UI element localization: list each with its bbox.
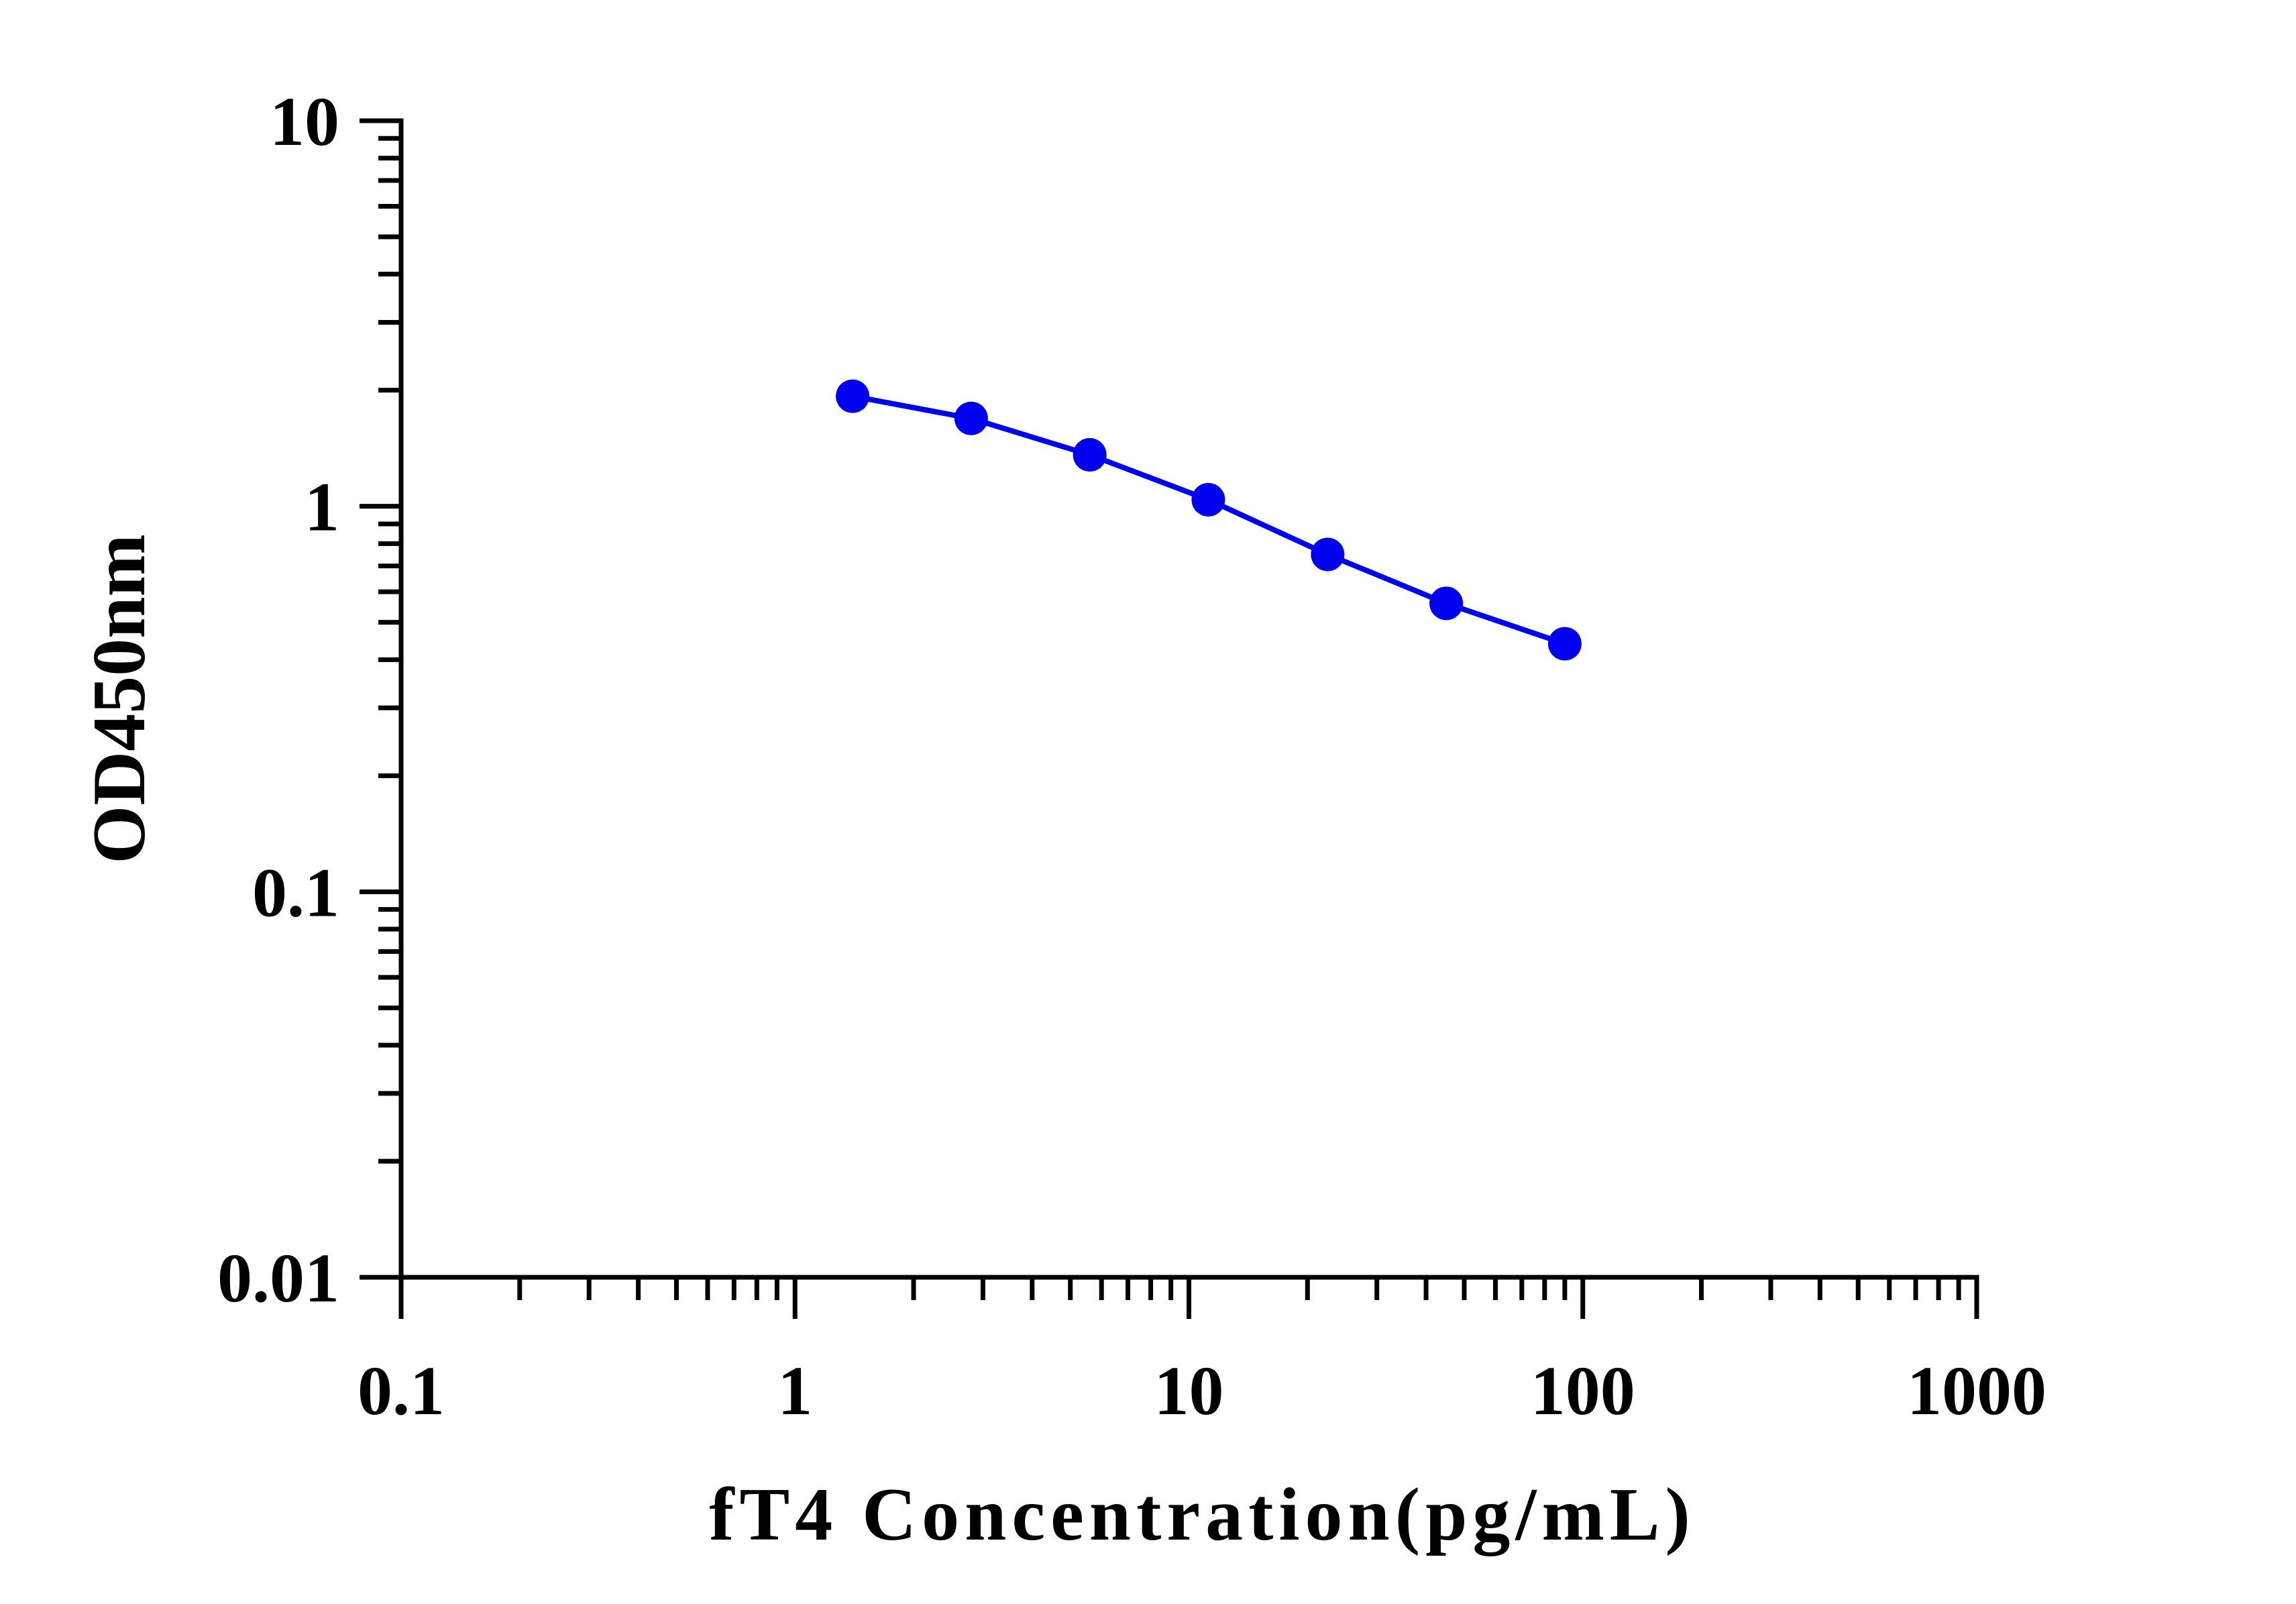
y-tick-label: 0.01: [217, 1240, 339, 1317]
x-tick-label: 100: [1531, 1352, 1635, 1430]
x-tick-label: 1000: [1907, 1352, 2046, 1430]
y-axis-minor-ticks: [378, 136, 401, 1164]
x-tick-label: 10: [1154, 1352, 1224, 1430]
y-axis-tick-labels: 0.01 0.1 1 10: [217, 83, 339, 1317]
data-point: [1311, 537, 1345, 572]
x-axis-minor-ticks: [517, 1277, 1961, 1300]
data-point: [836, 379, 870, 413]
y-tick-label: 1: [305, 469, 339, 546]
data-point: [1191, 482, 1225, 517]
x-tick-label: 1: [777, 1352, 812, 1430]
data-point: [954, 401, 988, 435]
data-point: [1073, 437, 1107, 472]
data-point: [1429, 586, 1464, 621]
x-axis-title: fT4 Concentration(pg/mL): [709, 1473, 1696, 1556]
y-tick-label: 10: [270, 83, 339, 160]
x-tick-label: 0.1: [358, 1352, 445, 1430]
series-layer: [836, 379, 1582, 661]
data-point: [1547, 627, 1582, 661]
y-axis-major-ticks: [360, 118, 401, 1280]
x-axis-major-ticks: [398, 1277, 1979, 1319]
x-axis-tick-labels: 0.1 1 10 100 1000: [358, 1352, 2046, 1430]
y-axis-title: OD450nm: [78, 534, 161, 864]
y-tick-label: 0.1: [252, 854, 339, 931]
